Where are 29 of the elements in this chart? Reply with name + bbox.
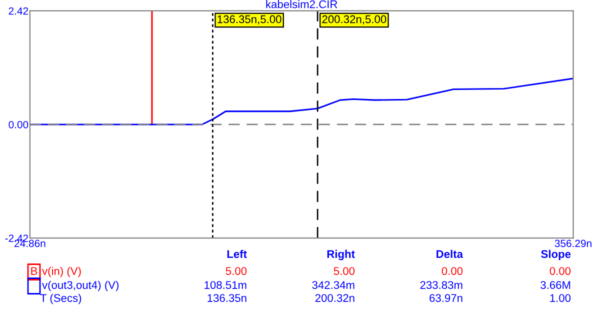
text: 5.00 <box>226 267 247 275</box>
y-tick-label: -2.42 <box>5 234 28 242</box>
text: 108.51m <box>204 281 246 289</box>
chart-title: kabelsim2.CIR <box>266 0 338 8</box>
text: 3.66M <box>540 281 570 289</box>
line-series <box>30 78 574 126</box>
text: Left <box>227 250 247 258</box>
text: 233.83m <box>420 281 462 289</box>
text: 63.97n <box>430 294 462 302</box>
text: 200.32n <box>315 294 354 302</box>
text: Slope <box>541 250 571 260</box>
text: Right <box>327 250 355 260</box>
text: 136.35n <box>208 294 246 302</box>
x-tick-label: 356.29n <box>554 240 592 248</box>
text: 0.00 <box>550 267 571 275</box>
text: Delta <box>436 250 464 258</box>
text: 1.00 <box>550 294 571 302</box>
ref-line-label: 136.35n,5.00 <box>218 15 282 24</box>
text: 342.34m <box>312 281 354 289</box>
text: T (Secs) <box>40 294 82 304</box>
x-tick-label: 24.86n <box>14 240 46 248</box>
y-tick-label: 0.00 <box>8 120 28 128</box>
ref-line-label: 200.32n,5.00 <box>322 15 386 24</box>
text: 0.00 <box>442 267 463 275</box>
legend-label: v(out3,out4) (V) <box>42 280 118 292</box>
y-tick-label: 2.42 <box>8 7 28 15</box>
legend-label: v(in) (V) <box>42 266 81 278</box>
text: 5.00 <box>334 267 355 275</box>
text: B <box>31 267 38 275</box>
